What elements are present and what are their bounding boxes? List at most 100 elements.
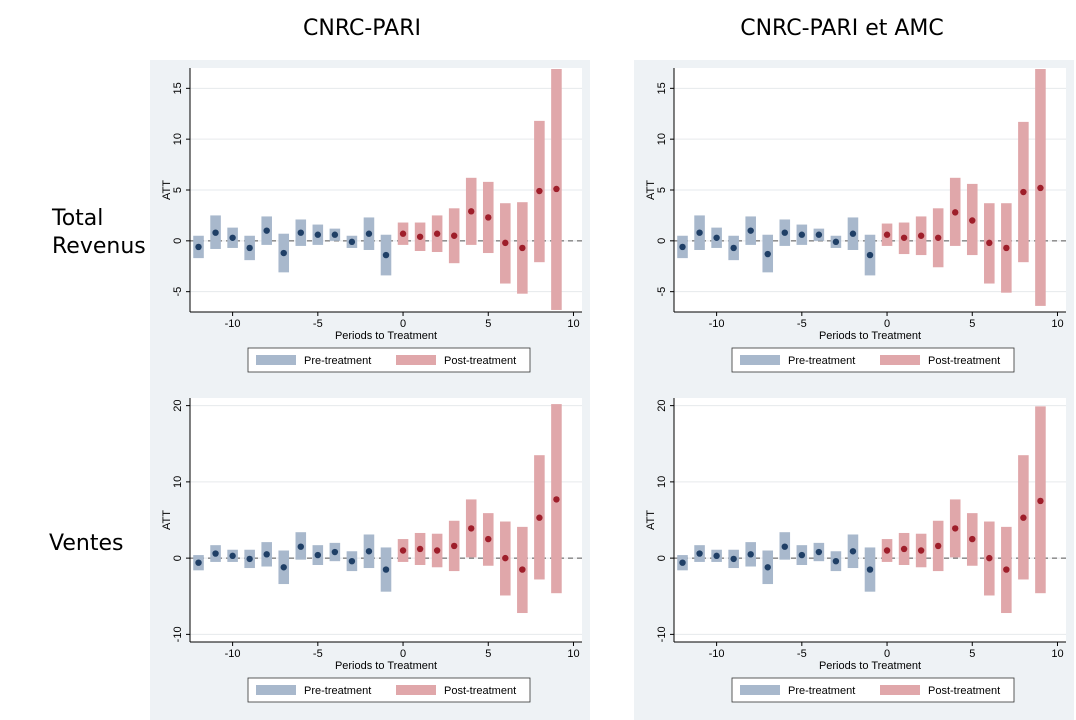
chart-svg: -10 0 10 20 -10 -5 0 5 10 ATT Periods to Treatment… xyxy=(150,390,590,720)
x-tick-label: 0 xyxy=(400,648,406,660)
x-tick-label: -5 xyxy=(313,318,323,330)
plot-area xyxy=(190,398,582,642)
y-tick-label: -5 xyxy=(656,287,668,297)
post-treatment-point xyxy=(934,542,942,550)
chart-panel-revenus-cnrc-pari-amc: -5 0 5 10 15 -10 -5 0 5 10 ATT Periods to Treatment… xyxy=(634,60,1074,390)
pre-treatment-point xyxy=(382,566,390,573)
pre-treatment-point xyxy=(815,231,823,238)
legend-label-pre-treatment: Pre-treatment xyxy=(304,355,371,367)
row-title-ventes: Ventes xyxy=(49,530,123,558)
x-tick-label: -10 xyxy=(225,318,241,330)
post-treatment-point xyxy=(416,233,424,240)
row-title-total-revenus: Total Revenus xyxy=(52,205,146,261)
legend-swatch-post-treatment xyxy=(880,355,920,365)
pre-treatment-point xyxy=(781,543,788,550)
post-treatment-point xyxy=(952,209,959,216)
y-axis-label: ATT xyxy=(161,180,173,200)
y-axis-label: ATT xyxy=(161,510,173,530)
post-treatment-point xyxy=(934,234,942,241)
post-treatment-point xyxy=(519,566,526,573)
x-tick-label: -10 xyxy=(709,648,725,660)
pre-treatment-point xyxy=(679,243,686,251)
y-axis-label: ATT xyxy=(645,180,657,200)
y-tick-label: 10 xyxy=(656,133,668,145)
post-treatment-point xyxy=(468,525,475,532)
pre-treatment-point xyxy=(832,557,840,565)
post-treatment-point xyxy=(883,231,891,238)
pre-treatment-point xyxy=(229,234,236,241)
post-treatment-point xyxy=(468,208,475,215)
pre-treatment-point xyxy=(849,230,857,237)
column-title-cnrc-pari: CNRC-PARI xyxy=(303,16,421,41)
x-axis-label: Periods to Treatment xyxy=(819,330,921,342)
pre-treatment-point xyxy=(297,229,304,236)
legend-label-pre-treatment: Pre-treatment xyxy=(304,685,371,697)
x-tick-label: -5 xyxy=(797,648,807,660)
post-treatment-point xyxy=(553,496,560,503)
x-tick-label: -5 xyxy=(313,648,323,660)
y-tick-label: -10 xyxy=(656,626,668,642)
pre-treatment-point xyxy=(348,238,356,246)
pre-treatment-point xyxy=(229,552,236,560)
y-tick-label: 0 xyxy=(172,555,184,561)
chart-panel-ventes-cnrc-pari-amc: -10 0 10 20 -10 -5 0 5 10 ATT Periods to Treatment… xyxy=(634,390,1074,720)
post-treatment-point xyxy=(969,217,976,224)
y-tick-label: 10 xyxy=(656,476,668,488)
pre-treatment-point xyxy=(382,251,390,259)
pre-treatment-point xyxy=(764,250,771,258)
y-tick-label: 10 xyxy=(172,476,184,488)
pre-treatment-point xyxy=(246,244,253,252)
legend-swatch-post-treatment xyxy=(880,685,920,695)
pre-treatment-point xyxy=(849,548,857,555)
pre-treatment-point xyxy=(365,230,373,237)
legend-swatch-pre-treatment xyxy=(740,355,780,365)
legend-swatch-post-treatment xyxy=(396,355,436,365)
post-treatment-point xyxy=(900,545,908,553)
x-tick-label: 0 xyxy=(884,318,890,330)
pre-treatment-point xyxy=(696,229,703,236)
post-treatment-point xyxy=(399,230,407,237)
pre-treatment-point xyxy=(781,229,788,236)
post-treatment-point xyxy=(502,239,509,247)
x-tick-label: 0 xyxy=(400,318,406,330)
y-tick-label: 10 xyxy=(172,133,184,145)
pre-treatment-point xyxy=(246,555,253,563)
x-tick-label: -10 xyxy=(709,318,725,330)
post-treatment-point xyxy=(416,545,424,553)
post-treatment-point xyxy=(433,230,441,237)
post-treatment-point xyxy=(1003,566,1010,573)
post-treatment-point xyxy=(450,232,458,239)
legend-label-pre-treatment: Pre-treatment xyxy=(788,355,855,367)
x-tick-label: 10 xyxy=(1051,648,1063,660)
x-axis-label: Periods to Treatment xyxy=(335,330,437,342)
legend-label-pre-treatment: Pre-treatment xyxy=(788,685,855,697)
pre-treatment-point xyxy=(747,551,754,558)
pre-treatment-point xyxy=(263,551,270,558)
legend-label-post-treatment: Post-treatment xyxy=(444,355,516,367)
pre-treatment-point xyxy=(696,550,703,557)
legend-label-post-treatment: Post-treatment xyxy=(444,685,516,697)
x-tick-label: 0 xyxy=(884,648,890,660)
y-tick-label: 15 xyxy=(172,82,184,94)
x-tick-label: -5 xyxy=(797,318,807,330)
pre-treatment-point xyxy=(331,231,339,238)
pre-treatment-point xyxy=(280,564,287,571)
y-tick-label: 20 xyxy=(172,400,184,412)
chart-panel-revenus-cnrc-pari: -5 0 5 10 15 -10 -5 0 5 10 ATT Periods to Treatment… xyxy=(150,60,590,390)
y-tick-label: 20 xyxy=(656,400,668,412)
x-tick-label: 5 xyxy=(969,648,975,660)
post-treatment-point xyxy=(900,234,908,241)
post-treatment-point xyxy=(986,554,993,562)
x-tick-label: 10 xyxy=(567,318,579,330)
post-treatment-point xyxy=(399,547,407,554)
chart-svg: -5 0 5 10 15 -10 -5 0 5 10 ATT Periods to Treatment… xyxy=(634,60,1074,390)
post-treatment-point xyxy=(433,547,441,554)
pre-treatment-point xyxy=(764,564,771,571)
post-treatment-point xyxy=(986,239,993,247)
pre-treatment-point xyxy=(297,543,304,550)
row-title-line-2: Revenus xyxy=(52,234,146,259)
column-title-cnrc-pari-amc: CNRC-PARI et AMC xyxy=(740,16,944,41)
plot-area xyxy=(674,398,1066,642)
pre-treatment-point xyxy=(798,231,806,238)
pre-treatment-point xyxy=(314,551,322,559)
